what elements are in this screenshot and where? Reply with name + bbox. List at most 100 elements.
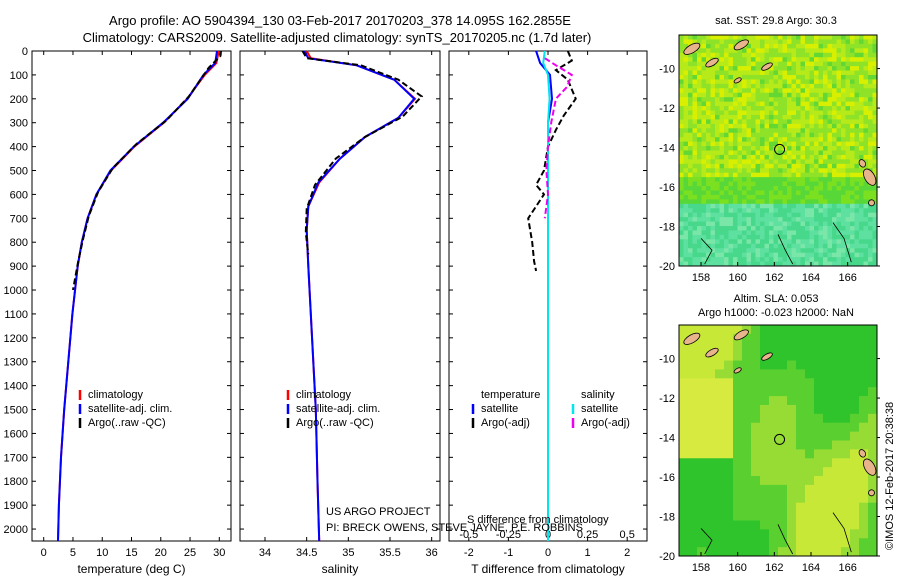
map-cell (778, 351, 788, 361)
map-cell (728, 83, 734, 89)
map-cell (805, 333, 815, 344)
map-cell (823, 39, 828, 45)
map-cell (692, 128, 698, 134)
map-cell (733, 351, 743, 361)
map-cell (760, 217, 765, 222)
map-cell (746, 106, 752, 111)
map-cell (872, 92, 878, 98)
map-cell (841, 190, 846, 196)
map-cell (764, 257, 770, 262)
map-cell (706, 511, 716, 521)
map-cell (755, 208, 761, 214)
map-cell (719, 239, 725, 245)
map-cell (742, 128, 747, 134)
map-cell (706, 449, 716, 459)
map-cell (814, 101, 819, 107)
map-cell (854, 212, 860, 218)
map-cell (845, 199, 851, 205)
map-cell (715, 52, 720, 58)
map-cell (728, 35, 734, 40)
map-cell (751, 360, 761, 370)
map-cell (706, 234, 711, 240)
map-cell (706, 404, 716, 415)
map-cell (746, 199, 752, 205)
map-cell (769, 378, 779, 388)
map-cell (791, 146, 797, 151)
map-cell (850, 79, 855, 85)
map-cell (733, 378, 743, 388)
map-cell (800, 97, 806, 103)
map-cell (773, 88, 779, 94)
map-cell (868, 257, 873, 262)
map-cell (715, 168, 720, 174)
map-cell (787, 538, 797, 548)
map-cell (773, 154, 779, 160)
map-cell (746, 217, 752, 222)
map-cell (733, 123, 738, 129)
map-cell (715, 261, 720, 267)
map-cell (719, 146, 725, 151)
map-cell (742, 110, 747, 116)
map-cell (688, 404, 698, 415)
map-cell (715, 239, 720, 245)
map-cell (845, 106, 851, 111)
map-cell (872, 146, 878, 151)
map-cell (701, 221, 707, 227)
map-cell (710, 172, 716, 178)
map-cell (872, 150, 878, 156)
map-cell (679, 159, 684, 165)
map-cell (850, 110, 855, 116)
map-cell (859, 203, 864, 209)
map-cell (796, 493, 806, 504)
map-cell (827, 217, 833, 222)
map-cell (706, 387, 716, 397)
map-cell (679, 137, 684, 143)
map-cell (841, 154, 846, 160)
map-cell (809, 123, 815, 129)
map-cell (809, 208, 815, 214)
map-cell (697, 132, 702, 138)
map-cell (719, 35, 725, 40)
map-cell (836, 123, 842, 129)
map-cell (823, 476, 833, 486)
map-cell (863, 101, 869, 107)
map-cell (697, 177, 702, 182)
map-cell (751, 252, 756, 258)
map-cell (850, 181, 855, 187)
map-cell (800, 106, 806, 111)
map-cell (683, 43, 689, 49)
map-cell (805, 57, 810, 63)
map-cell (751, 404, 761, 415)
map-cell (697, 502, 707, 512)
map-cell (809, 92, 815, 98)
y-tick-label: 1700 (4, 452, 28, 464)
map-cell (733, 168, 738, 174)
map-cell (823, 261, 828, 267)
map-cell (800, 57, 806, 63)
map-cell (719, 199, 725, 205)
map-cell (796, 511, 806, 521)
map-cell (805, 484, 815, 495)
map-cell (755, 39, 761, 45)
map-cell (872, 52, 878, 58)
map-cell (782, 190, 788, 196)
map-cell (796, 52, 801, 58)
map-cell (728, 114, 734, 120)
map-cell (751, 150, 756, 156)
map-cell (805, 342, 815, 353)
map-cell (845, 35, 851, 40)
map-cell (724, 351, 734, 361)
map-cell (832, 261, 837, 267)
map-cell (697, 493, 707, 504)
map-cell (787, 132, 792, 138)
map-cell (791, 239, 797, 245)
map-cell (854, 92, 860, 98)
map-cell (791, 252, 797, 258)
map-cell (845, 146, 851, 151)
map-cell (787, 226, 792, 231)
map-cell (769, 217, 774, 222)
map-cell (697, 101, 702, 107)
map-cell (724, 61, 729, 67)
map-cell (746, 154, 752, 160)
map-cell (715, 83, 720, 89)
